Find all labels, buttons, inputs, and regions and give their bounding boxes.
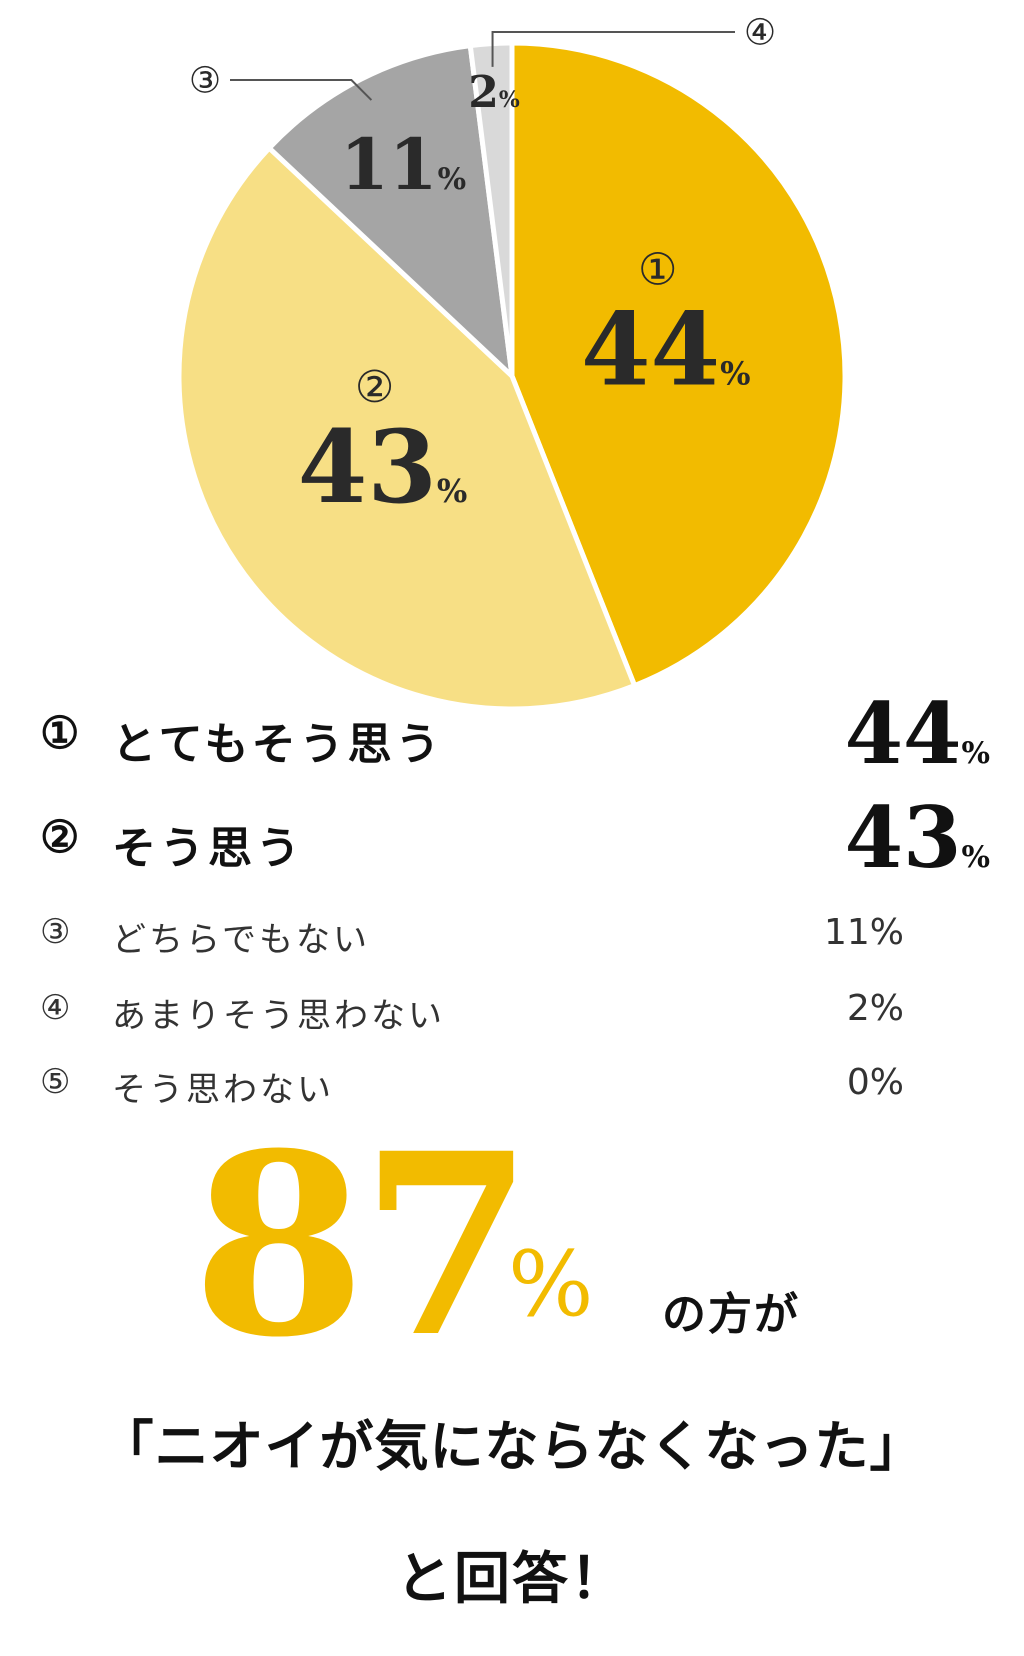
legend-row-1: ① とてもそう思う 44% (40, 692, 990, 776)
legend-label: とてもそう思う (112, 719, 444, 770)
pie-slice-3 (266, 43, 515, 379)
big-number: 87 (192, 1098, 534, 1392)
legend-marker: ⑤ (40, 1062, 71, 1102)
big-percent: % (508, 1232, 594, 1337)
legend-marker: ① (40, 708, 80, 759)
legend-label: どちらでもない (112, 920, 370, 960)
pie-value-label-2: 43% (298, 408, 468, 526)
legend-row-4: ④ あまりそう思わない 2% (40, 984, 990, 1054)
pie-chart: 44%① 43%② 11% ③ 2% ④ (176, 13, 848, 712)
legend-value: 0% (846, 1062, 904, 1103)
legend-value: 2% (846, 988, 904, 1029)
legend-label: あまりそう思わない (112, 996, 445, 1036)
legend-label: そう思う (112, 823, 304, 874)
legend-marker: ② (40, 812, 80, 863)
legend-value: 43% (844, 788, 990, 887)
leader-line-4 (491, 31, 735, 67)
legend-marker: ③ (40, 912, 71, 952)
pie-marker-3: ③ (189, 61, 221, 102)
pie-slice-1 (509, 40, 848, 689)
legend-row-2: ② そう思う 43% (40, 796, 990, 880)
summary-quote: 「ニオイが気にならなくなった」 (99, 1415, 925, 1478)
legend-row-3: ③ どちらでもない 11% (40, 908, 990, 978)
leader-line-3 (230, 79, 373, 101)
legend-label: そう思わない (112, 1070, 334, 1110)
pie-slice-4 (467, 40, 515, 379)
pie-value-label-1: 44% (581, 291, 751, 409)
pie-slice-2 (176, 145, 638, 712)
pie-value-label-3: 11% (340, 123, 466, 206)
pie-marker-1: ① (638, 245, 677, 296)
summary-suffix: の方が (662, 1289, 800, 1340)
legend-marker: ④ (40, 988, 71, 1028)
pie-marker-2: ② (355, 362, 394, 413)
pie-value-label-4: 2% (468, 67, 520, 118)
legend-value: 11% (823, 912, 904, 953)
pie-marker-4: ④ (744, 13, 776, 54)
legend-value: 44% (844, 684, 990, 783)
legend-row-5: ⑤ そう思わない 0% (40, 1058, 990, 1128)
summary-answer: と回答！ (396, 1547, 628, 1612)
summary-headline: 87 % の方が (0, 1120, 1024, 1370)
